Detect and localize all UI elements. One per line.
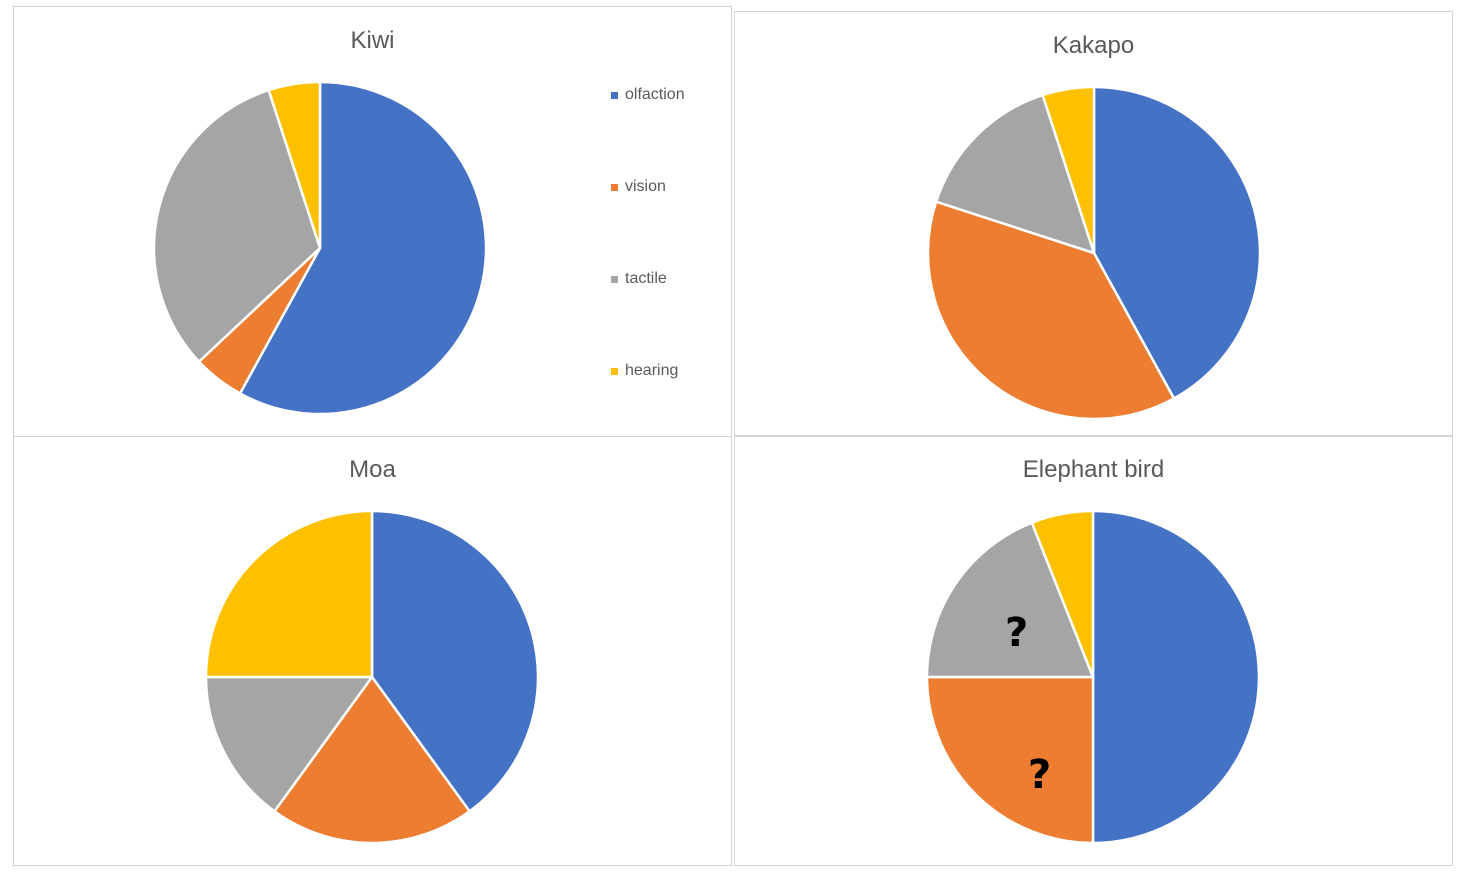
pie-slice-vision (273, 675, 471, 845)
pie-slice-vision (926, 200, 1176, 421)
legend: olfaction vision tactile hearing (611, 77, 731, 397)
legend-swatch-tactile (611, 275, 618, 283)
legend-label-vision: vision (625, 178, 666, 195)
legend-item-vision: vision (611, 177, 666, 197)
pie-slice-tactile (152, 88, 322, 363)
pie-moa (204, 509, 540, 845)
chart-moa: Moa (13, 436, 732, 866)
chart-kiwi: Kiwi olfaction vision tactile hearing (13, 6, 732, 437)
legend-swatch-hearing (611, 367, 618, 375)
chart-title-kakapo: Kakapo (1052, 32, 1135, 59)
pie-slice-tactile (925, 521, 1095, 679)
chart-title-kiwi: Kiwi (350, 27, 395, 54)
legend-swatch-vision (611, 183, 618, 191)
chart-kakapo: Kakapo (734, 11, 1453, 436)
pie-slice-olfaction (370, 509, 540, 813)
legend-label-hearing: hearing (625, 362, 679, 379)
pie-kakapo (926, 85, 1262, 421)
pie-slice-hearing (267, 80, 322, 250)
chart-elephant-bird: Elephant bird ? ? (734, 436, 1453, 866)
pie-slice-olfaction (1091, 509, 1261, 845)
legend-item-olfaction: olfaction (611, 85, 685, 105)
pie-slice-olfaction (238, 80, 488, 416)
legend-item-tactile: tactile (611, 269, 667, 289)
legend-swatch-olfaction (611, 91, 618, 99)
chart-title-moa: Moa (349, 456, 396, 483)
chart-title-elephant-bird: Elephant bird (1022, 456, 1165, 483)
legend-label-olfaction: olfaction (625, 86, 685, 103)
annotation-question-mark-tactile: ? (1005, 610, 1029, 656)
pie-slice-hearing (1030, 509, 1095, 679)
legend-label-tactile: tactile (625, 270, 667, 287)
pie-slice-olfaction (1092, 85, 1262, 400)
pie-slice-vision (925, 675, 1095, 845)
pie-slice-tactile (204, 675, 374, 813)
pie-kiwi (152, 80, 488, 416)
pie-slice-hearing (1041, 85, 1096, 255)
pie-slice-hearing (204, 509, 374, 679)
pie-elephant-bird (925, 509, 1261, 845)
legend-item-hearing: hearing (611, 361, 678, 381)
annotation-question-mark-vision: ? (1028, 752, 1052, 798)
